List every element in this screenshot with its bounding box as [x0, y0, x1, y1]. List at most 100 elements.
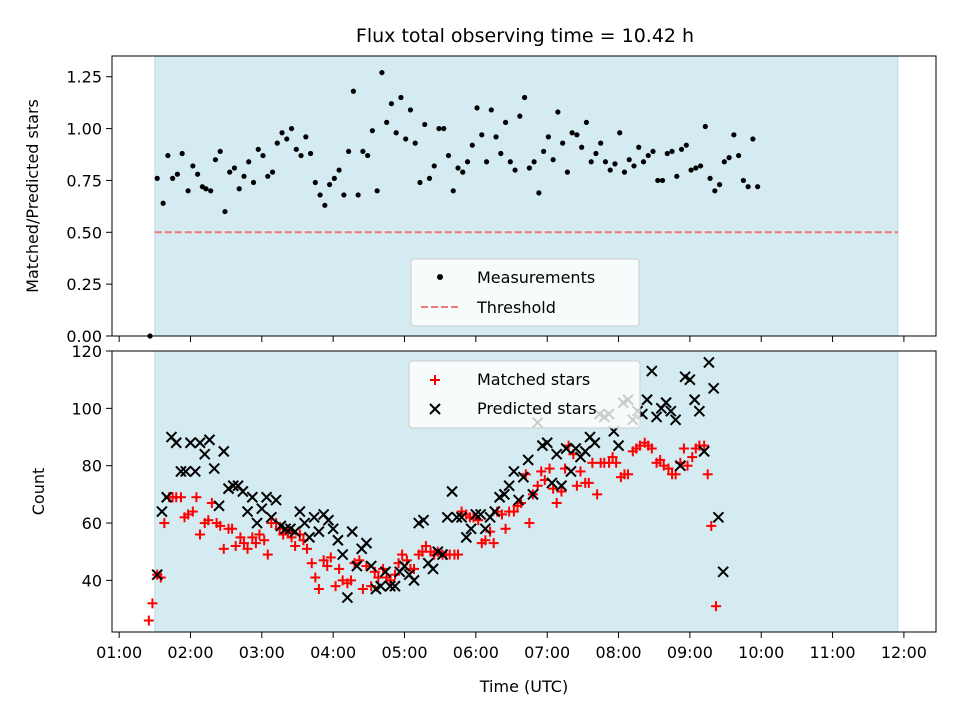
measurement-point	[640, 159, 647, 165]
measurement-point	[170, 175, 176, 181]
predicted-star-point	[693, 405, 706, 417]
predicted-star-point	[384, 580, 396, 592]
predicted-star-point	[260, 491, 273, 503]
measurement-point	[190, 163, 196, 169]
x-tick-label: 07:00	[524, 643, 570, 662]
predicted-star-point	[156, 505, 168, 518]
predicted-star-point	[579, 445, 591, 458]
predicted-star-point	[503, 480, 515, 492]
predicted-star-point	[218, 445, 230, 458]
predicted-star-point	[512, 494, 525, 506]
predicted-star-point	[650, 411, 663, 423]
measurement-point	[645, 152, 651, 159]
predicted-star-point	[379, 566, 392, 578]
bottom-axes-frame	[111, 350, 937, 633]
matched-star-point	[607, 452, 618, 463]
predicted-star-point	[294, 505, 306, 518]
predicted-star-point	[612, 439, 625, 452]
predicted-star-point	[389, 580, 401, 592]
y-tick-label: 120	[71, 342, 102, 361]
measurement-point	[726, 155, 732, 161]
predicted-star-point	[327, 523, 339, 535]
predicted-star-point	[565, 465, 577, 478]
matched-star-point	[230, 540, 241, 551]
measurement-point	[474, 105, 480, 111]
predicted-star-point	[717, 566, 729, 578]
matched-star-point	[409, 563, 420, 574]
matched-star-point	[583, 477, 594, 488]
predicted-star-point	[555, 480, 568, 492]
measurement-point	[493, 134, 499, 140]
matched-star-point	[259, 535, 270, 546]
legend-marker-matched	[430, 375, 440, 385]
measurement-point	[721, 159, 727, 165]
predicted-star-point	[417, 514, 430, 526]
matched-star-point	[678, 443, 689, 454]
measurement-point	[379, 69, 385, 76]
predicted-star-point	[270, 494, 282, 506]
measurement-point	[755, 184, 761, 190]
measurement-point	[174, 171, 180, 177]
measurement-point	[265, 173, 271, 179]
measurement-point	[426, 175, 433, 181]
matched-star-point	[544, 463, 555, 474]
x-tick-label: 02:00	[167, 643, 213, 662]
measurement-point	[165, 152, 171, 159]
measurement-point	[736, 152, 742, 159]
y-tick-label: 1.00	[66, 120, 102, 139]
predicted-star-point	[665, 405, 677, 417]
measurement-point	[312, 179, 318, 186]
measurement-point	[374, 188, 380, 194]
measurement-point	[227, 169, 233, 175]
matched-star-point	[262, 549, 273, 560]
top-axes-frame	[111, 55, 937, 337]
top-y-ticks: 0.00 0.25 0.50 0.75 1.00 1.25	[66, 68, 112, 346]
measurement-point	[236, 186, 242, 192]
measurement-point	[531, 159, 537, 165]
measurement-point	[360, 148, 366, 155]
matched-star-point	[575, 466, 586, 477]
measurement-point	[331, 175, 337, 181]
predicted-star-point	[641, 394, 653, 406]
measurement-point	[526, 165, 532, 171]
measurement-point	[341, 192, 347, 198]
matched-star-point	[670, 469, 681, 480]
measurement-point	[298, 152, 304, 159]
predicted-star-point	[479, 523, 492, 535]
measurement-point	[674, 173, 680, 179]
measurement-point	[212, 157, 219, 163]
bottom-legend: Matched stars Predicted stars	[408, 360, 641, 429]
predicted-star-point	[375, 580, 387, 592]
predicted-star-point	[151, 568, 163, 581]
predicted-star-point	[684, 373, 696, 386]
predicted-star-point	[470, 508, 482, 521]
measurement-point	[655, 177, 661, 184]
matched-star-point	[702, 469, 713, 480]
measurement-point	[450, 188, 456, 194]
measurement-point	[517, 113, 523, 119]
predicted-star-point	[688, 394, 701, 406]
measurement-point	[208, 188, 214, 194]
predicted-star-point	[322, 514, 335, 526]
measurement-point	[350, 88, 356, 94]
measurement-point	[393, 130, 399, 136]
predicted-star-point	[460, 531, 473, 544]
matched-star-point	[524, 518, 535, 529]
measurement-point	[688, 167, 694, 173]
matched-star-point	[551, 497, 562, 508]
predicted-star-point	[237, 485, 249, 498]
legend-marker-measurements	[437, 274, 443, 280]
y-tick-label: 100	[71, 399, 102, 418]
measurement-point	[536, 190, 542, 196]
matched-star-point	[325, 552, 336, 563]
predicted-star-point	[360, 537, 373, 549]
measurement-point	[750, 136, 756, 142]
predicted-star-point	[517, 471, 530, 483]
matched-star-point	[254, 529, 265, 540]
y-tick-label: 60	[82, 514, 102, 533]
top-y-axis-label: Matched/Predicted stars	[23, 99, 42, 293]
x-tick-label: 08:00	[595, 643, 641, 662]
matched-star-point	[361, 561, 372, 572]
bottom-panel: 40 60 80 100 120 01:00 02:00 03:00 04:00 05:00 06…	[29, 342, 937, 696]
matched-star-point	[227, 523, 238, 534]
